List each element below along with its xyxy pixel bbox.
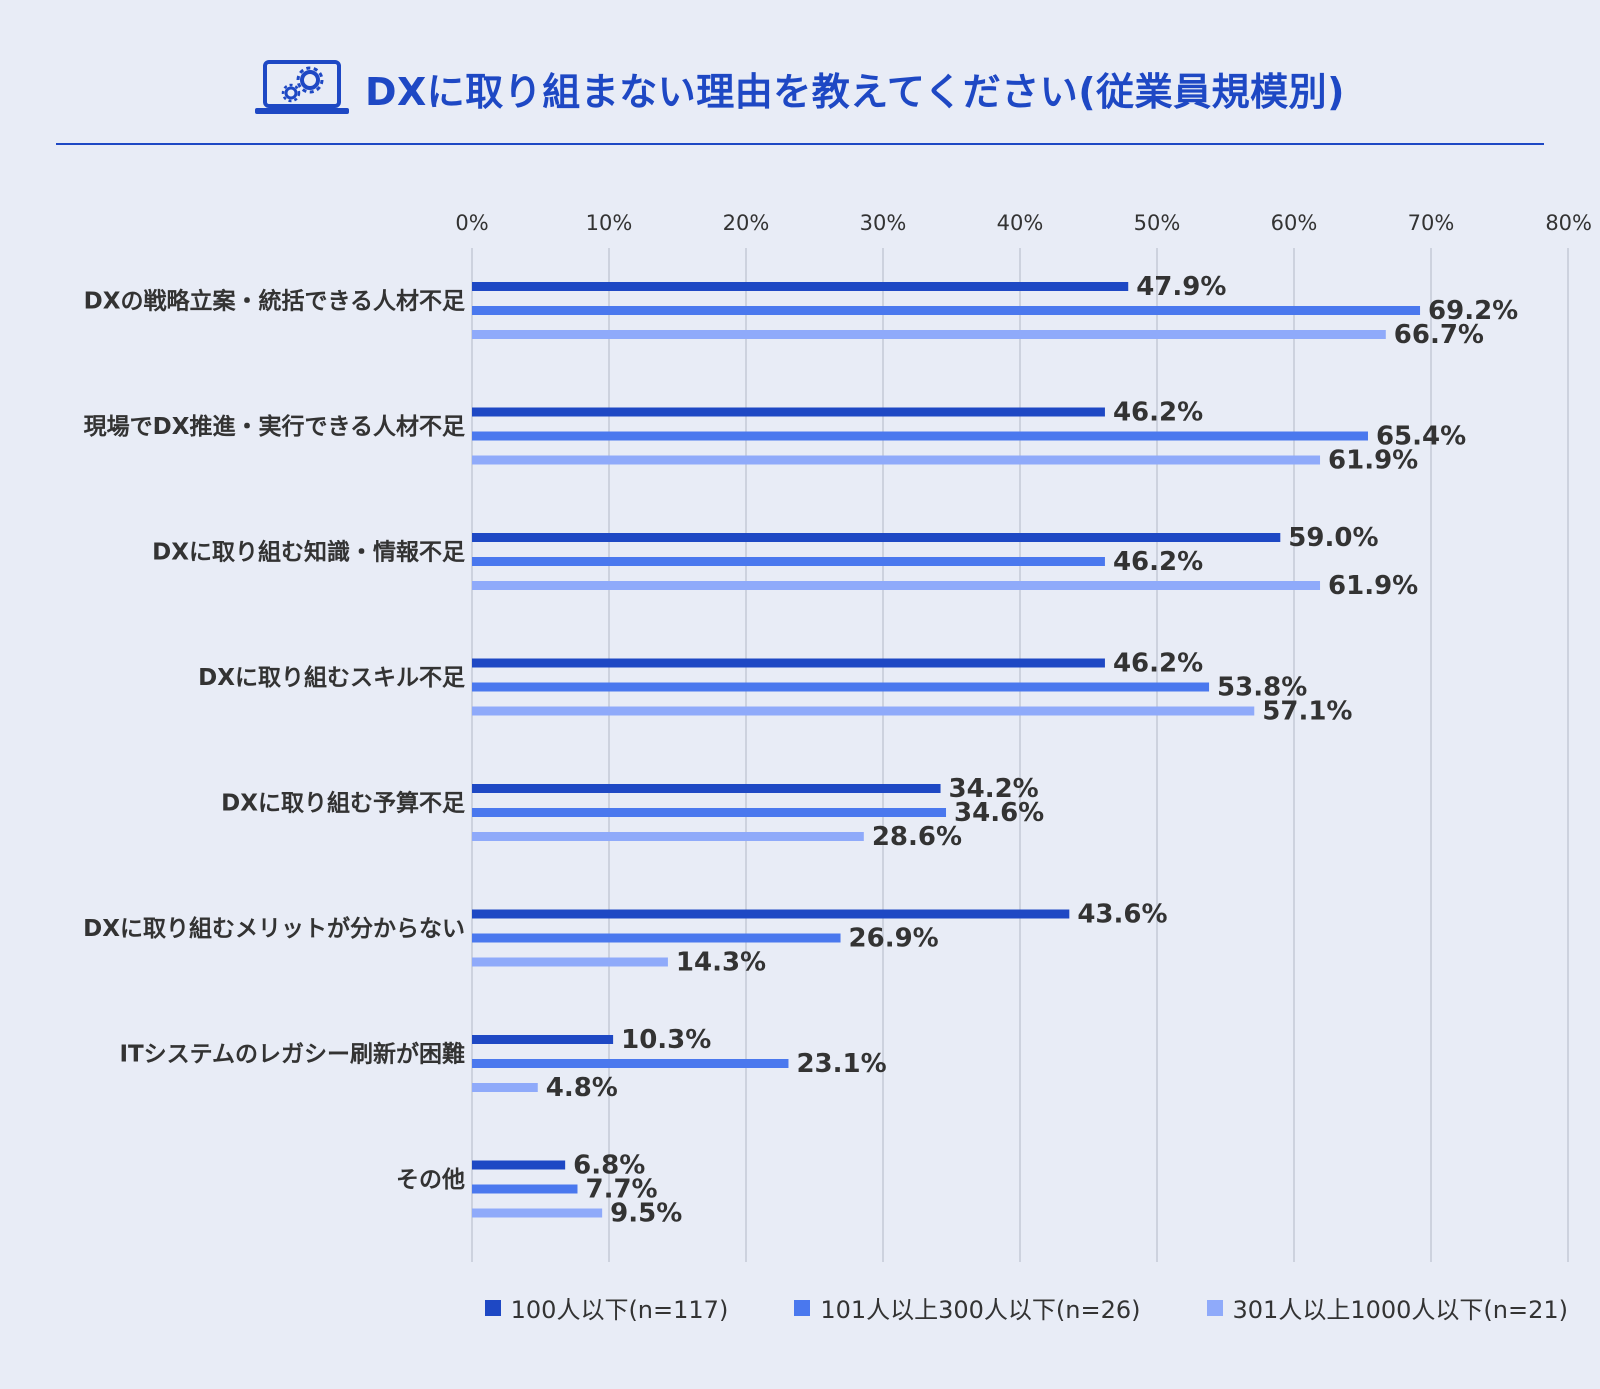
legend-label-3: 301人以上1000人以下(n=21) [1232,1296,1568,1324]
category-label: 現場でDX推進・実行できる人材不足 [84,413,465,440]
data-label: 43.6% [1077,900,1167,930]
data-label: 28.6% [872,822,962,852]
bar-series-2 [472,682,1210,692]
bar-series-1 [472,1160,566,1170]
data-label: 34.2% [949,774,1039,804]
x-tick-label: 0% [455,211,488,235]
x-tick-label: 30% [860,211,907,235]
data-label: 34.6% [954,798,1044,828]
legend-swatch-2 [794,1299,811,1316]
data-label: 7.7% [585,1175,657,1205]
bar-series-3 [472,706,1255,716]
data-label: 53.8% [1217,673,1307,703]
bar-series-3 [472,330,1386,339]
bar-series-3 [472,832,864,841]
x-tick-label: 50% [1134,211,1181,235]
chart-title: DXに取り組まない理由を教えてください(従業員規模別) [364,69,1346,114]
data-label: 61.9% [1328,571,1418,601]
x-tick-label: 40% [997,211,1044,235]
gridlines [471,248,1569,1262]
bar-series-3 [472,957,668,967]
x-tick-label: 10% [586,211,633,235]
category-label: DXに取り組む知識・情報不足 [152,539,465,566]
bar-series-1 [472,658,1105,668]
bar-series-1 [472,909,1070,919]
legend-item-series-2: 101人以上300人以下(n=26) [794,1290,1141,1325]
bar-series-2 [472,933,841,943]
bar-series-1 [472,407,1105,417]
value-labels: 47.9%69.2%66.7%46.2%65.4%61.9%59.0%46.2%… [546,272,1518,1229]
bar-series-3 [472,1083,538,1092]
title-divider [56,143,1544,145]
bar-series-2 [472,1059,789,1068]
data-label: 57.1% [1262,697,1352,727]
category-label: DXに取り組むメリットが分からない [83,915,465,942]
data-label: 69.2% [1428,296,1518,326]
x-tick-label: 70% [1408,211,1455,235]
data-label: 4.8% [546,1073,618,1103]
data-label: 46.2% [1113,398,1203,428]
bar-series-2 [472,808,947,817]
legend-swatch-3 [1206,1299,1223,1316]
bar-series-1 [472,282,1129,291]
legend-label-2: 101人以上300人以下(n=26) [820,1296,1141,1324]
bar-series-3 [472,581,1321,590]
bar-series-1 [472,784,941,793]
legend-item-series-1: 100人以下(n=117) [484,1290,729,1325]
bar-series-2 [472,306,1421,315]
data-label: 23.1% [796,1049,886,1079]
bars [472,282,1421,1218]
bar-series-2 [472,1184,578,1194]
data-label: 10.3% [621,1025,711,1055]
x-tick-label: 60% [1271,211,1318,235]
bar-series-1 [472,533,1281,542]
x-tick-label: 80% [1545,211,1592,235]
category-label: DXの戦略立案・統括できる人材不足 [84,288,465,315]
data-label: 59.0% [1288,523,1378,553]
data-label: 26.9% [849,924,939,954]
data-label: 6.8% [573,1151,645,1181]
x-axis-ticks: 0% 10% 20% 30% 40% 50% 60% 70% 80% [455,211,1592,235]
legend-item-series-3: 301人以上1000人以下(n=21) [1206,1290,1568,1325]
data-label: 46.2% [1113,649,1203,679]
bar-series-3 [472,1208,603,1218]
legend: 100人以下(n=117) 101人以上300人以下(n=26) 301人以上1… [0,1290,1600,1325]
chart-header: DXに取り組まない理由を教えてください(従業員規模別) [0,58,1600,118]
bar-series-1 [472,1035,614,1044]
data-label: 47.9% [1136,272,1226,302]
data-label: 65.4% [1376,422,1466,452]
data-label: 61.9% [1328,446,1418,476]
bar-series-2 [472,431,1368,441]
x-tick-label: 20% [723,211,770,235]
legend-label-1: 100人以下(n=117) [510,1296,729,1324]
data-label: 66.7% [1394,320,1484,350]
data-label: 46.2% [1113,547,1203,577]
bar-series-3 [472,455,1321,465]
category-label: DXに取り組むスキル不足 [198,664,465,691]
data-label: 9.5% [610,1199,682,1229]
laptop-gear-icon [254,60,349,114]
legend-swatch-1 [484,1299,501,1316]
bar-series-2 [472,557,1105,566]
category-label: ITシステムのレガシー刷新が困難 [119,1041,465,1068]
data-label: 14.3% [676,948,766,978]
category-label: DXに取り組む予算不足 [221,790,465,817]
category-label: その他 [396,1167,465,1193]
